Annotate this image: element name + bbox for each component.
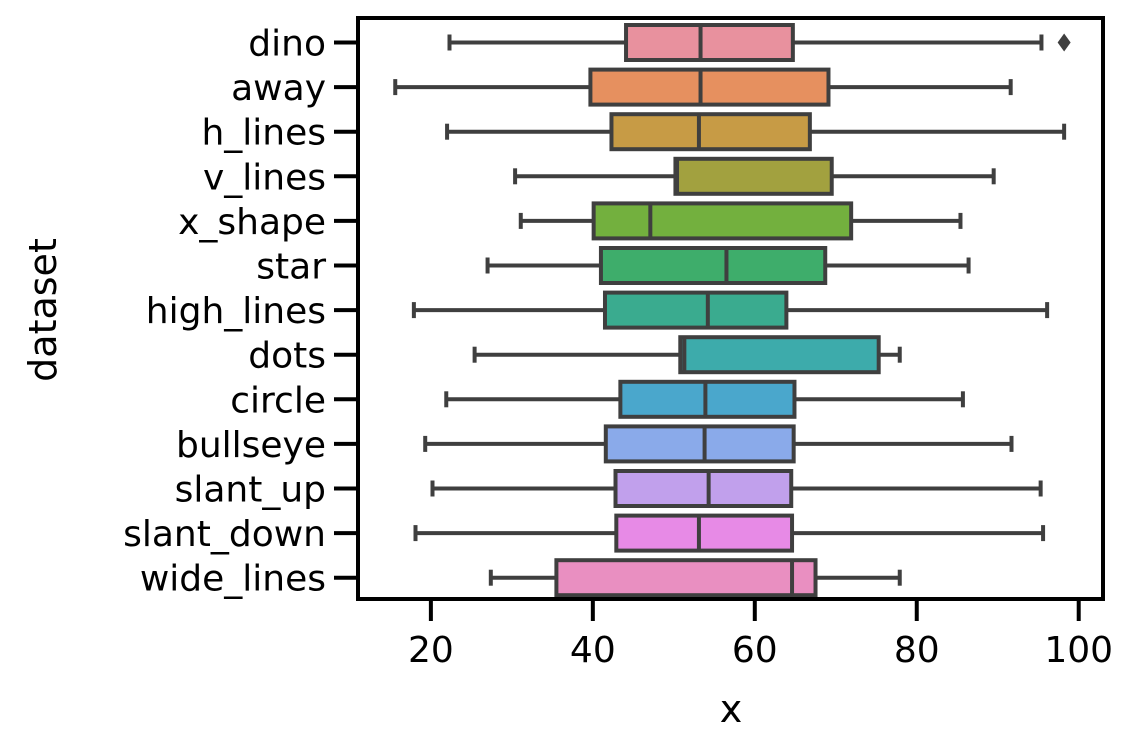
- y-tick-label-h_lines: h_lines: [201, 113, 326, 154]
- x-tick-label-40: 40: [570, 630, 616, 671]
- box-group-bullseye: [423, 424, 1014, 464]
- box-group-h_lines: [445, 112, 1067, 152]
- y-tick-label-star: star: [256, 247, 326, 288]
- box-group-circle: [444, 379, 965, 419]
- box-group-high_lines: [411, 290, 1050, 330]
- x-tick-label-20: 20: [408, 630, 454, 671]
- y-tick-label-slant_down: slant_down: [123, 514, 326, 555]
- box-star: [598, 246, 828, 285]
- y-axis-ticks: dinoawayh_linesv_linesx_shapestarhigh_li…: [123, 24, 358, 600]
- box-group-x_shape: [518, 201, 963, 241]
- x-tick-label-60: 60: [732, 630, 778, 671]
- y-tick-label-wide_lines: wide_lines: [140, 559, 326, 600]
- box-group-slant_up: [430, 469, 1043, 508]
- box-group-slant_down: [413, 513, 1046, 553]
- x-axis-label: x: [720, 687, 743, 731]
- box-h_lines: [609, 112, 812, 152]
- x-tick-label-80: 80: [894, 630, 940, 671]
- plot-marks: [393, 23, 1071, 598]
- box-bullseye: [603, 424, 796, 464]
- box-away: [588, 67, 831, 107]
- box-circle: [618, 379, 797, 419]
- box-slant_up: [613, 469, 794, 508]
- x-tick-label-100: 100: [1044, 630, 1113, 671]
- box-group-star: [485, 246, 971, 285]
- y-tick-label-dino: dino: [248, 24, 326, 65]
- box-dots: [678, 335, 881, 375]
- x-axis-ticks: 20 40 60 80 100: [408, 599, 1113, 671]
- y-tick-label-x_shape: x_shape: [178, 202, 326, 243]
- y-tick-label-slant_up: slant_up: [175, 470, 326, 511]
- box-slant_down: [614, 513, 795, 553]
- box-group-dino: [447, 23, 1071, 62]
- y-tick-label-high_lines: high_lines: [146, 291, 326, 332]
- y-axis-label: dataset: [21, 238, 65, 382]
- y-tick-label-away: away: [231, 68, 326, 109]
- box-dino: [624, 23, 795, 62]
- box-group-v_lines: [513, 156, 996, 196]
- box-group-wide_lines: [488, 558, 902, 598]
- y-tick-label-dots: dots: [248, 336, 326, 377]
- box-group-dots: [472, 335, 902, 375]
- box-high_lines: [602, 290, 789, 330]
- box-group-away: [393, 67, 1013, 107]
- y-tick-label-bullseye: bullseye: [176, 425, 326, 466]
- box-wide_lines: [554, 558, 818, 598]
- outlier-dino-0: [1057, 33, 1071, 52]
- box-v_lines: [673, 156, 834, 196]
- box-x_shape: [591, 201, 854, 241]
- y-tick-label-v_lines: v_lines: [203, 157, 326, 198]
- y-tick-label-circle: circle: [230, 380, 326, 421]
